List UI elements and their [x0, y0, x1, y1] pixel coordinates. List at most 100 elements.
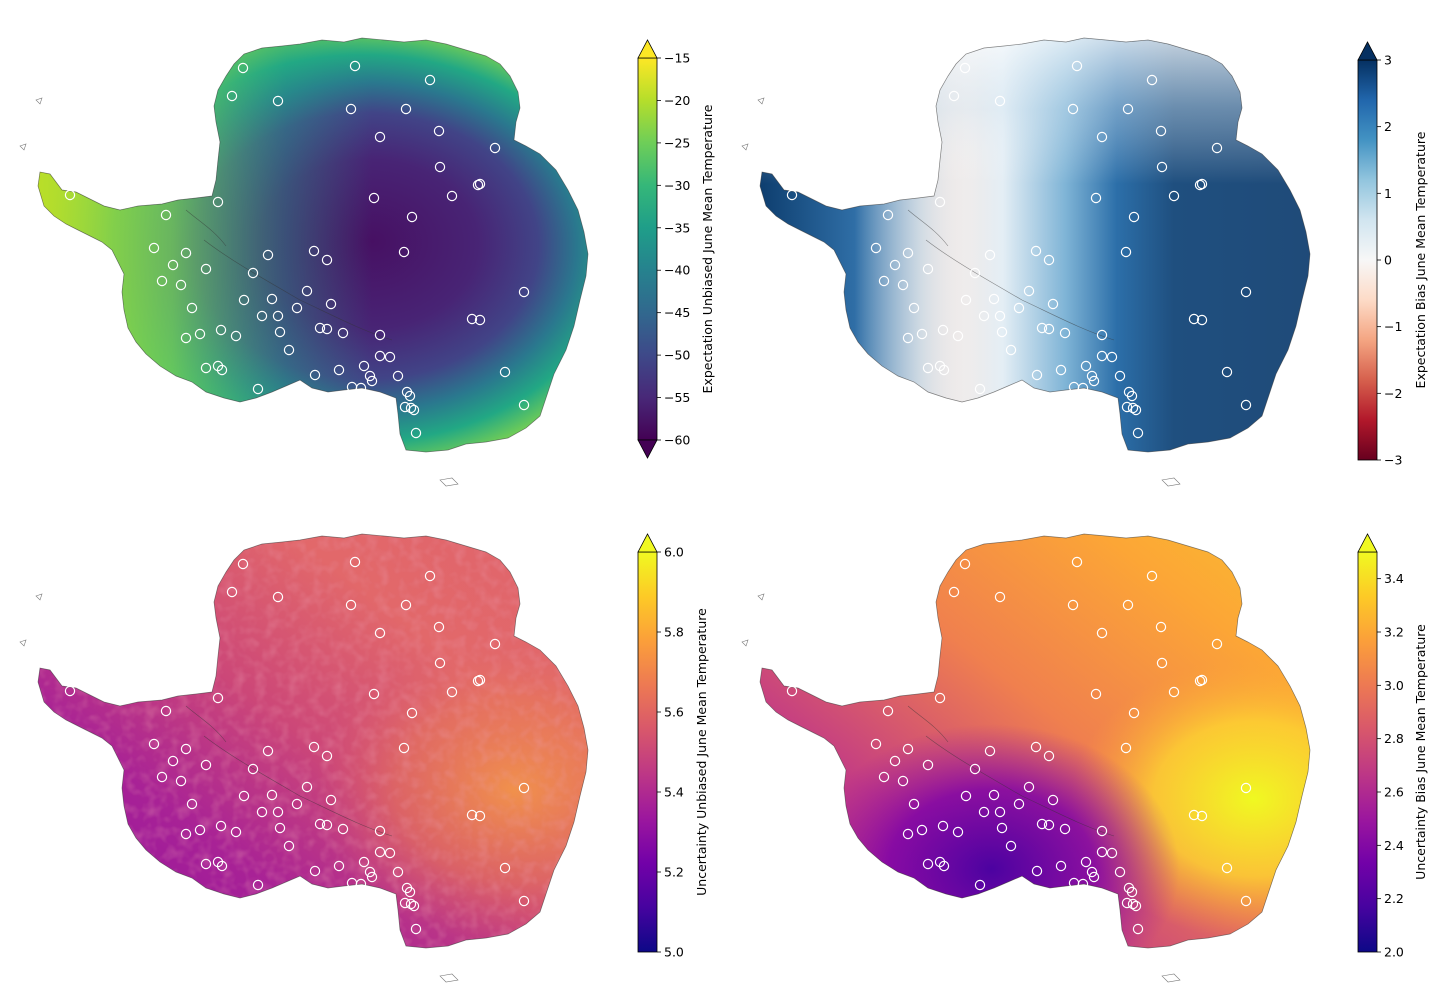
station-marker: [368, 688, 380, 700]
station-marker: [247, 267, 259, 279]
station-marker: [337, 327, 349, 339]
station-marker: [349, 556, 361, 568]
station-marker: [1096, 825, 1108, 837]
station-marker: [499, 366, 511, 378]
station-markers: [64, 556, 530, 935]
station-marker: [374, 825, 386, 837]
station-marker: [1043, 323, 1055, 335]
station-marker: [252, 383, 264, 395]
station-marker: [518, 782, 530, 794]
station-marker: [274, 326, 286, 338]
station-marker: [1194, 675, 1206, 687]
colorbar-tick-label: 5.2: [664, 865, 684, 880]
station-marker: [237, 558, 249, 570]
station-marker: [308, 741, 320, 753]
station-marker: [256, 310, 268, 322]
station-marker: [262, 745, 274, 757]
station-marker: [1156, 657, 1168, 669]
station-marker: [1127, 402, 1139, 414]
station-marker: [325, 794, 337, 806]
station-marker: [1077, 878, 1089, 890]
station-marker: [291, 798, 303, 810]
station-marker: [786, 189, 798, 201]
station-marker: [1121, 401, 1133, 413]
station-marker: [882, 209, 894, 221]
station-marker: [878, 771, 890, 783]
colorbar-body: [1357, 551, 1378, 953]
station-marker: [969, 763, 981, 775]
station-marker: [167, 755, 179, 767]
station-marker: [1096, 131, 1108, 143]
station-marker: [994, 806, 1006, 818]
station-marker: [1036, 322, 1048, 334]
station-marker: [1096, 627, 1108, 639]
colorbar-extend-min: [637, 439, 658, 459]
station-marker: [870, 242, 882, 254]
station-marker: [472, 179, 484, 191]
station-marker: [156, 771, 168, 783]
colorbar-tick-label: 2: [1384, 119, 1392, 134]
colorbar-tick-label: −35: [664, 220, 690, 235]
colorbar-expectation-bias: 3 2 1 0 −1 −2 −3 Expectation Bias June Mean Tem…: [1357, 41, 1428, 468]
station-marker: [374, 350, 386, 362]
station-marker: [1196, 178, 1208, 190]
station-marker: [405, 898, 417, 910]
station-marker: [1086, 370, 1098, 382]
station-marker: [308, 245, 320, 257]
heatmap-field: [38, 38, 588, 452]
station-marker: [215, 820, 227, 832]
station-marker: [1047, 794, 1059, 806]
station-marker: [1240, 286, 1252, 298]
station-marker: [333, 860, 345, 872]
station-marker: [474, 674, 486, 686]
station-marker: [1146, 570, 1158, 582]
station-marker: [1128, 211, 1140, 223]
station-marker: [882, 705, 894, 717]
station-marker: [994, 591, 1006, 603]
station-marker: [1106, 351, 1118, 363]
station-marker: [230, 330, 242, 342]
station-marker: [1106, 847, 1118, 859]
station-marker: [301, 285, 313, 297]
station-marker: [1080, 856, 1092, 868]
station-marker: [404, 390, 416, 402]
station-marker: [321, 323, 333, 335]
station-marker: [321, 750, 333, 762]
station-marker: [1130, 900, 1142, 912]
station-marker: [175, 775, 187, 787]
station-marker: [167, 259, 179, 271]
station-marker: [355, 382, 367, 394]
ice-shelf-contour: [925, 735, 1115, 837]
colorbar-uncertainty-unbiased: 6.0 5.8 5.6 5.4 5.2 5.0 Uncertainty Unbiased J…: [637, 533, 709, 960]
station-marker: [406, 211, 418, 223]
station-marker: [148, 738, 160, 750]
station-marker: [301, 781, 313, 793]
station-marker: [937, 324, 949, 336]
colorbar-tick-label: 5.0: [664, 945, 684, 960]
station-marker: [1194, 179, 1206, 191]
colorbar-extend-max: [1357, 533, 1378, 553]
station-marker: [175, 279, 187, 291]
station-marker: [1088, 375, 1100, 387]
station-marker: [908, 302, 920, 314]
station-marker: [446, 686, 458, 698]
station-marker: [321, 819, 333, 831]
colorbar-tick-label: 2.4: [1384, 838, 1404, 853]
station-marker: [518, 399, 530, 411]
station-marker: [194, 824, 206, 836]
station-marker: [160, 705, 172, 717]
station-marker: [238, 790, 250, 802]
station-marker: [902, 247, 914, 259]
station-marker: [984, 249, 996, 261]
station-marker: [1127, 898, 1139, 910]
station-marker: [160, 209, 172, 221]
station-marker: [1188, 809, 1200, 821]
station-marker: [1043, 750, 1055, 762]
island-outline: [741, 143, 749, 151]
colorbar-extend-max: [637, 39, 658, 59]
colorbar-extend-max: [1357, 41, 1378, 61]
station-marker: [374, 846, 386, 858]
station-marker: [1059, 823, 1071, 835]
station-marker: [1126, 886, 1138, 898]
heatmap-field: [760, 38, 1310, 452]
